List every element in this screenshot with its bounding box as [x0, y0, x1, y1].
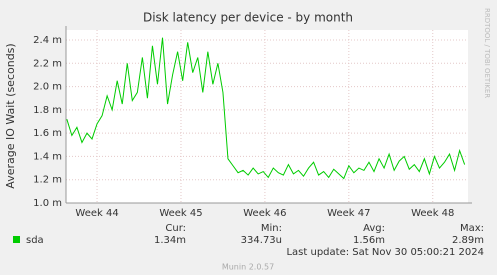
- x-tick-label: Week 46: [243, 208, 286, 219]
- x-tick-label: Week 44: [75, 208, 118, 219]
- summary-header: Min:: [261, 223, 282, 234]
- summary-value: 334.73u: [241, 235, 282, 246]
- y-axis-label: Average IO Wait (seconds): [4, 43, 17, 188]
- summary-header: Cur:: [165, 223, 186, 234]
- legend-label: sda: [26, 235, 44, 246]
- series-line: [66, 37, 466, 180]
- summary-value: 2.89m: [452, 235, 484, 246]
- y-tick-label: 1.4 m: [33, 151, 62, 162]
- x-tick-label: Week 47: [327, 208, 370, 219]
- x-tick-label: Week 45: [159, 208, 202, 219]
- y-tick-label: 2.2 m: [33, 58, 62, 69]
- y-tick-label: 1.2 m: [33, 175, 62, 186]
- summary-header: Max:: [460, 223, 484, 234]
- summary-value: 1.56m: [353, 235, 385, 246]
- y-tick-label: 1.8 m: [33, 105, 62, 116]
- summary-header: Avg:: [363, 223, 385, 234]
- footer: Munin 2.0.57: [222, 263, 274, 272]
- y-tick-label: 2.0 m: [33, 82, 62, 93]
- x-tick-label: Week 48: [411, 208, 454, 219]
- plot-area: [66, 30, 468, 203]
- y-tick-label: 2.4 m: [33, 35, 62, 46]
- watermark: RRDTOOL / TOBI OETIKER: [483, 8, 491, 98]
- chart-title: Disk latency per device - by month: [143, 11, 353, 25]
- y-tick-label: 1.6 m: [33, 128, 62, 139]
- y-tick-label: 1.0 m: [33, 198, 62, 209]
- summary-value: 1.34m: [154, 235, 186, 246]
- last-update: Last update: Sat Nov 30 05:00:21 2024: [286, 247, 484, 258]
- legend-swatch: [13, 236, 20, 243]
